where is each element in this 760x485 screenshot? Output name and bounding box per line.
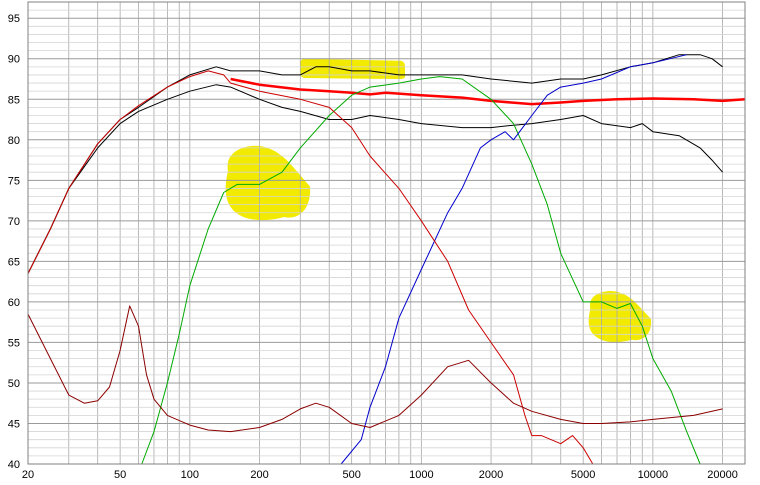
- y-tick-label: 85: [8, 94, 20, 106]
- y-tick-label: 70: [8, 216, 20, 228]
- y-tick-label: 80: [8, 135, 20, 147]
- x-tick-label: 20000: [707, 469, 738, 481]
- x-tick-label: 500: [342, 469, 360, 481]
- x-tick-label: 1000: [409, 469, 433, 481]
- series-line-2: [27, 84, 723, 274]
- yellow-highlight-mark-2: [225, 145, 311, 221]
- series-line-6: [27, 70, 594, 465]
- y-tick-label: 55: [8, 337, 20, 349]
- yellow-highlight-mark-1: [300, 58, 406, 79]
- x-tick-label: 100: [181, 469, 199, 481]
- y-tick-label: 60: [8, 297, 20, 309]
- x-tick-label: 5000: [571, 469, 595, 481]
- y-tick-label: 50: [8, 378, 20, 390]
- yellow-highlight-mark-3: [588, 291, 652, 343]
- series-line-4: [141, 76, 701, 465]
- y-tick-label: 95: [8, 13, 20, 25]
- x-tick-label: 50: [114, 469, 126, 481]
- series-line-3: [230, 77, 746, 106]
- x-tick-label: 20: [22, 469, 34, 481]
- y-tick-label: 75: [8, 175, 20, 187]
- x-tick-label: 200: [250, 469, 268, 481]
- series-line-5: [28, 54, 687, 465]
- series-line-7: [27, 305, 723, 433]
- y-tick-label: 90: [8, 54, 20, 66]
- tick-label-layer: 20 50 100 200 500 1000 2000 5000 10000 20000 40 45 5…: [8, 13, 738, 481]
- plot-frame: [27, 1, 746, 465]
- x-tick-label: 2000: [479, 469, 503, 481]
- x-tick-label: 10000: [638, 469, 669, 481]
- y-tick-label: 45: [8, 418, 20, 430]
- y-tick-label: 40: [8, 459, 20, 471]
- series-layer: [27, 54, 746, 465]
- plot-border: [27, 1, 746, 465]
- y-tick-label: 65: [8, 256, 20, 268]
